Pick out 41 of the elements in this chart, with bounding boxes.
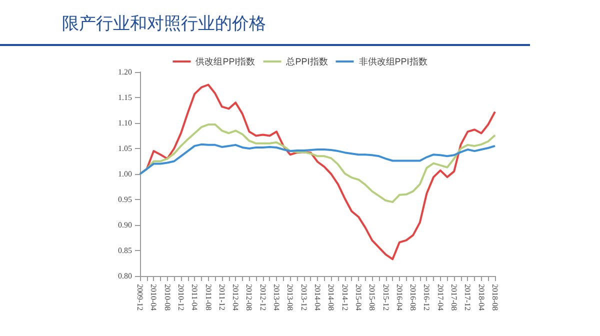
x-tick-label: 2009-12 (136, 284, 144, 311)
x-tick-label: 2015-12 (381, 284, 390, 311)
x-tick-label: 2018-04 (476, 284, 486, 311)
x-tick-label: 2013-04 (272, 284, 282, 311)
y-tick-label: 0.90 (118, 220, 132, 230)
x-tick-label: 2012-04 (231, 284, 240, 311)
x-tick-label: 2013-12 (299, 284, 308, 311)
x-tick-label: 2014-08 (326, 284, 336, 311)
x-tick-label: 2013-08 (286, 284, 295, 311)
x-tick-label: 2014-04 (313, 284, 322, 311)
legend-label: 总PPI指数 (285, 56, 328, 66)
x-tick-label: 2011-12 (217, 284, 226, 310)
y-tick-label: 1.15 (118, 93, 132, 102)
legend-label: 供改组PPI指数 (196, 56, 256, 66)
x-tick-label: 2011-08 (204, 284, 213, 310)
y-tick-label: 1.10 (118, 118, 132, 128)
x-tick-label: 2010-08 (162, 284, 172, 311)
y-tick-label: 0.95 (118, 195, 132, 204)
x-tick-label: 2015-08 (368, 284, 377, 311)
y-tick-label: 1.00 (118, 170, 132, 178)
x-tick-label: 2017-04 (436, 284, 445, 311)
x-tick-label: 2017-12 (463, 284, 472, 311)
x-tick-label: 2011-04 (190, 284, 200, 310)
y-tick-label: 0.85 (118, 246, 132, 255)
line-series (139, 143, 496, 175)
x-tick-label: 2016-12 (422, 284, 432, 311)
x-tick-label: 2010-04 (149, 284, 158, 311)
x-tick-label: 2017-08 (450, 284, 459, 311)
x-tick-label: 2012-12 (258, 284, 268, 311)
x-tick-label: 2010-12 (176, 284, 186, 311)
x-tick-label: 2016-08 (408, 284, 418, 311)
x-tick-label: 2018-08 (490, 284, 500, 311)
y-tick-label: 0.80 (118, 272, 132, 280)
y-tick-label: 1.05 (118, 144, 132, 153)
legend-label: 非供改组PPI指数 (358, 56, 428, 66)
chart-title: 限产行业和对照行业的价格 (62, 13, 266, 35)
y-tick-label: 1.20 (118, 68, 132, 76)
x-tick-label: 2015-04 (354, 284, 363, 311)
x-tick-label: 2014-12 (340, 284, 350, 311)
x-tick-label: 2012-08 (244, 284, 254, 311)
x-tick-label: 2016-04 (394, 284, 404, 311)
